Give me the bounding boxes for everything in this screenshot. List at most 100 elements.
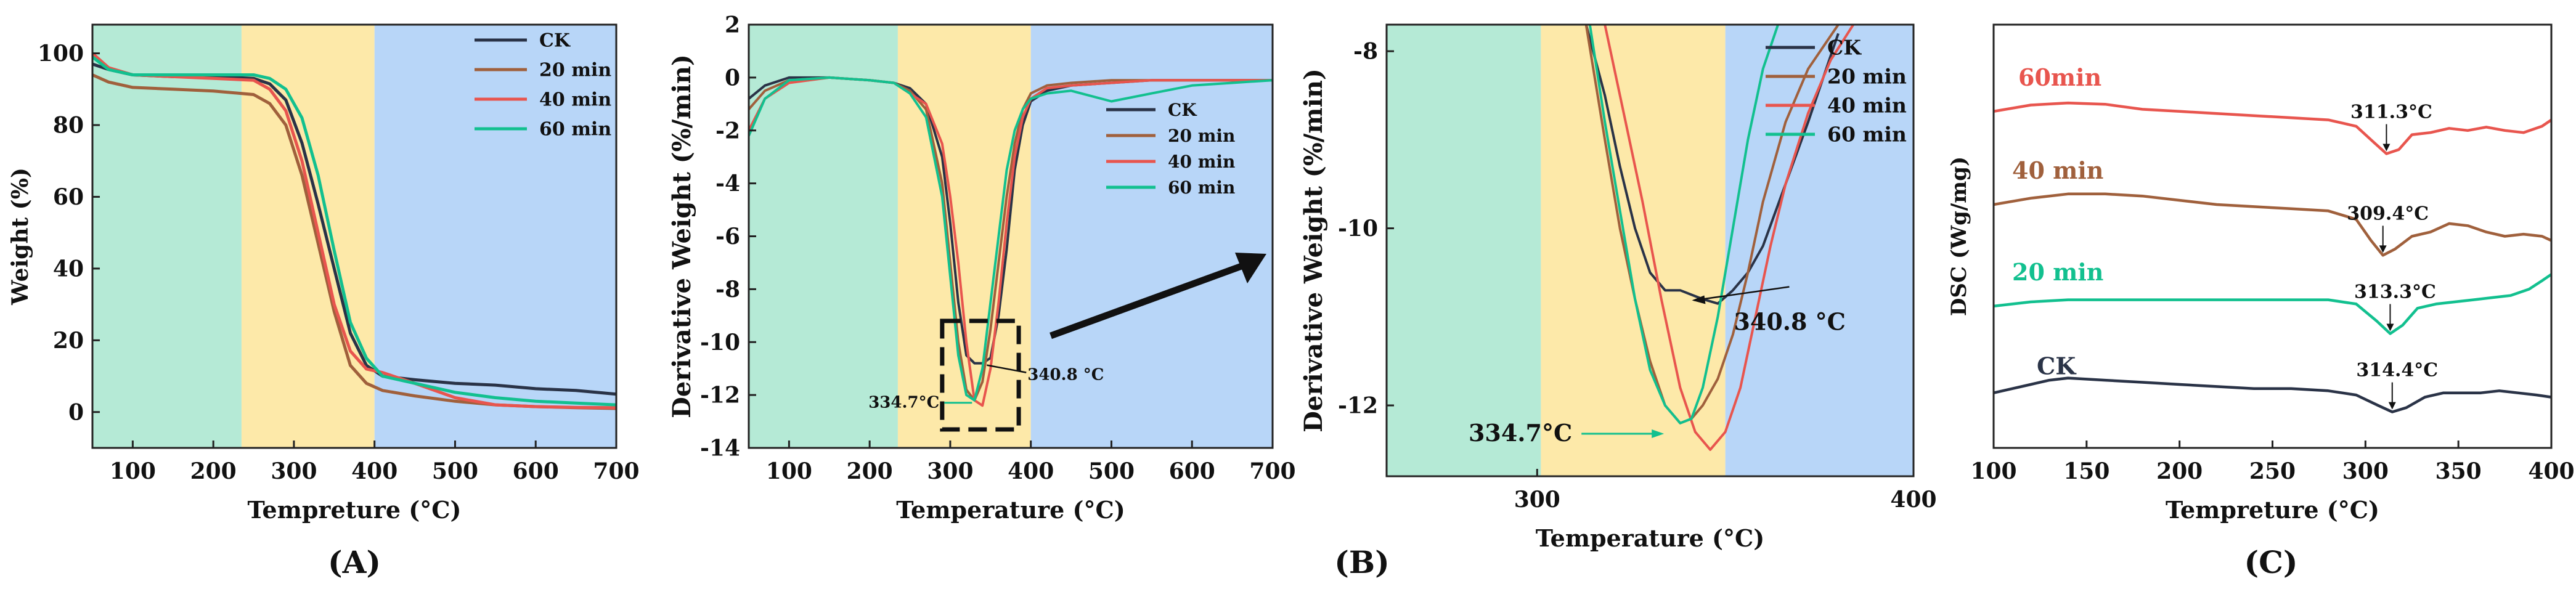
legend-label-ck: CK xyxy=(1168,100,1197,120)
y-tick-label: -6 xyxy=(715,224,740,250)
y-axis-title: DSC (Wg/mg) xyxy=(1947,156,1971,316)
annotation-arrowhead xyxy=(1692,295,1706,304)
y-tick-label: 80 xyxy=(53,113,84,139)
legend-label-60-min: 60 min xyxy=(539,119,611,140)
panel-c-dsc-chart: 100 150 200 250 300 350 400 Tempreture (°C) DSC … xyxy=(1947,23,2575,524)
legend-label-ck: CK xyxy=(1827,36,1862,60)
x-tick-label: 100 xyxy=(766,458,812,484)
series-line-20-min xyxy=(1994,273,2551,335)
x-tick-label: 400 xyxy=(2528,458,2574,484)
x-tick-label: 100 xyxy=(1970,458,2016,484)
x-axis-title: Tempreture (°C) xyxy=(248,496,462,524)
peak-label: 309.4°C xyxy=(2347,203,2429,224)
x-tick-label: 250 xyxy=(2249,458,2296,484)
y-tick-label: -12 xyxy=(700,383,740,408)
curve-label-20-min: 20 min xyxy=(2012,258,2103,286)
panel-b-dtg-chart: 100 200 300 400 500 600 700 2 0 -2 -4 -6 -8 -10 -12 -14… xyxy=(667,12,1296,524)
y-tick-label: 100 xyxy=(38,41,84,67)
peak-arrowhead xyxy=(2388,402,2396,410)
annotation-pointer xyxy=(987,364,1027,373)
annotation-label: 340.8 °C xyxy=(1027,366,1104,384)
x-tick-label: 600 xyxy=(513,458,559,484)
y-tick-label: 0 xyxy=(68,399,84,425)
curve-label-ck: CK xyxy=(2037,352,2077,380)
x-tick-label: 500 xyxy=(1088,458,1135,484)
annotation-label: 340.8 °C xyxy=(1734,308,1845,336)
plot-frame xyxy=(91,23,618,449)
annotation-label: 334.7°C xyxy=(1469,419,1572,447)
x-tick-label: 350 xyxy=(2435,458,2482,484)
x-tick-label: 400 xyxy=(1008,458,1054,484)
x-tick-label: 200 xyxy=(2156,458,2203,484)
band-band-green xyxy=(92,25,242,448)
plot-frame xyxy=(1385,23,1915,477)
curve-label-60min: 60min xyxy=(2018,63,2101,91)
legend-label-40-min: 40 min xyxy=(1827,94,1907,118)
legend-label-20-min: 20 min xyxy=(1827,65,1907,89)
zoom-arrow-shaft xyxy=(1050,261,1246,339)
y-tick-label: -8 xyxy=(1353,39,1378,65)
band-band-blue xyxy=(1030,25,1273,448)
peak-label: 314.4°C xyxy=(2356,360,2438,381)
x-tick-label: 300 xyxy=(927,458,973,484)
series-line-40-min xyxy=(92,52,616,410)
legend-label-60-min: 60 min xyxy=(1827,123,1907,147)
annotation-arrowhead xyxy=(1652,429,1665,438)
legend-label-60-min: 60 min xyxy=(1168,177,1235,198)
y-tick-label: 20 xyxy=(53,328,84,354)
y-tick-label: -10 xyxy=(700,330,740,355)
zoom-box xyxy=(940,319,1021,432)
y-tick-label: -2 xyxy=(715,118,740,144)
band-band-yellow xyxy=(1541,25,1726,476)
x-tick-label: 700 xyxy=(593,458,639,484)
y-tick-label: 40 xyxy=(53,256,84,282)
x-tick-label: 200 xyxy=(847,458,893,484)
panel-letter-a: (A) xyxy=(328,544,381,580)
series-line-40-min xyxy=(1994,192,2551,257)
band-band-green xyxy=(749,25,898,448)
series-line-60-min xyxy=(749,76,1273,402)
panel-letter-c: (C) xyxy=(2244,544,2297,580)
peak-arrowhead xyxy=(2386,323,2394,331)
x-tick-label: 700 xyxy=(1249,458,1295,484)
x-axis-title: Temperature (°C) xyxy=(896,496,1125,524)
zoom-arrow xyxy=(1050,253,1266,339)
y-tick-label: -12 xyxy=(1338,393,1378,419)
series-line-60min xyxy=(1994,101,2551,155)
x-axis-title: Temperature (°C) xyxy=(1536,524,1765,552)
peak-arrowhead xyxy=(2379,245,2387,253)
series-line-40-min xyxy=(1604,25,1854,451)
series-line-ck xyxy=(1994,376,2551,413)
y-tick-label: -4 xyxy=(715,171,740,197)
zoom-arrow-head xyxy=(1235,253,1266,283)
panel-a-chart: 100 200 300 400 500 600 700 0 20 40 60 80 100 Tempret… xyxy=(7,23,640,524)
panel-b-zoom-chart: 300 400 -8 -10 -12 Temperature (°C) Derivative… xyxy=(1299,23,1937,552)
y-tick-label: -10 xyxy=(1338,216,1378,242)
x-tick-label: 400 xyxy=(1890,487,1936,513)
x-tick-label: 300 xyxy=(2342,458,2389,484)
x-tick-label: 150 xyxy=(2063,458,2109,484)
peak-label: 313.3°C xyxy=(2354,282,2436,303)
y-tick-label: -14 xyxy=(700,436,740,461)
legend-label-40-min: 40 min xyxy=(1168,152,1235,172)
y-tick-label: -8 xyxy=(715,277,740,303)
legend-label-40-min: 40 min xyxy=(539,89,611,111)
y-axis-title: Derivative Weight (%/min) xyxy=(1299,68,1328,433)
y-axis-title: Derivative Weight (%/min) xyxy=(667,54,696,418)
y-tick-label: 2 xyxy=(725,12,740,38)
x-tick-label: 500 xyxy=(432,458,478,484)
x-axis-title: Tempreture (°C) xyxy=(2166,496,2379,524)
y-axis-title: Weight (%) xyxy=(7,168,33,306)
x-tick-label: 300 xyxy=(1514,487,1560,513)
band-band-green xyxy=(1387,25,1541,476)
series-line-60-min xyxy=(1588,25,1779,424)
series-line-60-min xyxy=(92,55,616,407)
x-tick-label: 400 xyxy=(351,458,397,484)
peak-arrowhead xyxy=(2382,144,2391,152)
x-tick-label: 300 xyxy=(271,458,317,484)
band-band-blue xyxy=(374,25,616,448)
legend-label-20-min: 20 min xyxy=(539,60,611,81)
band-band-yellow xyxy=(241,25,375,448)
